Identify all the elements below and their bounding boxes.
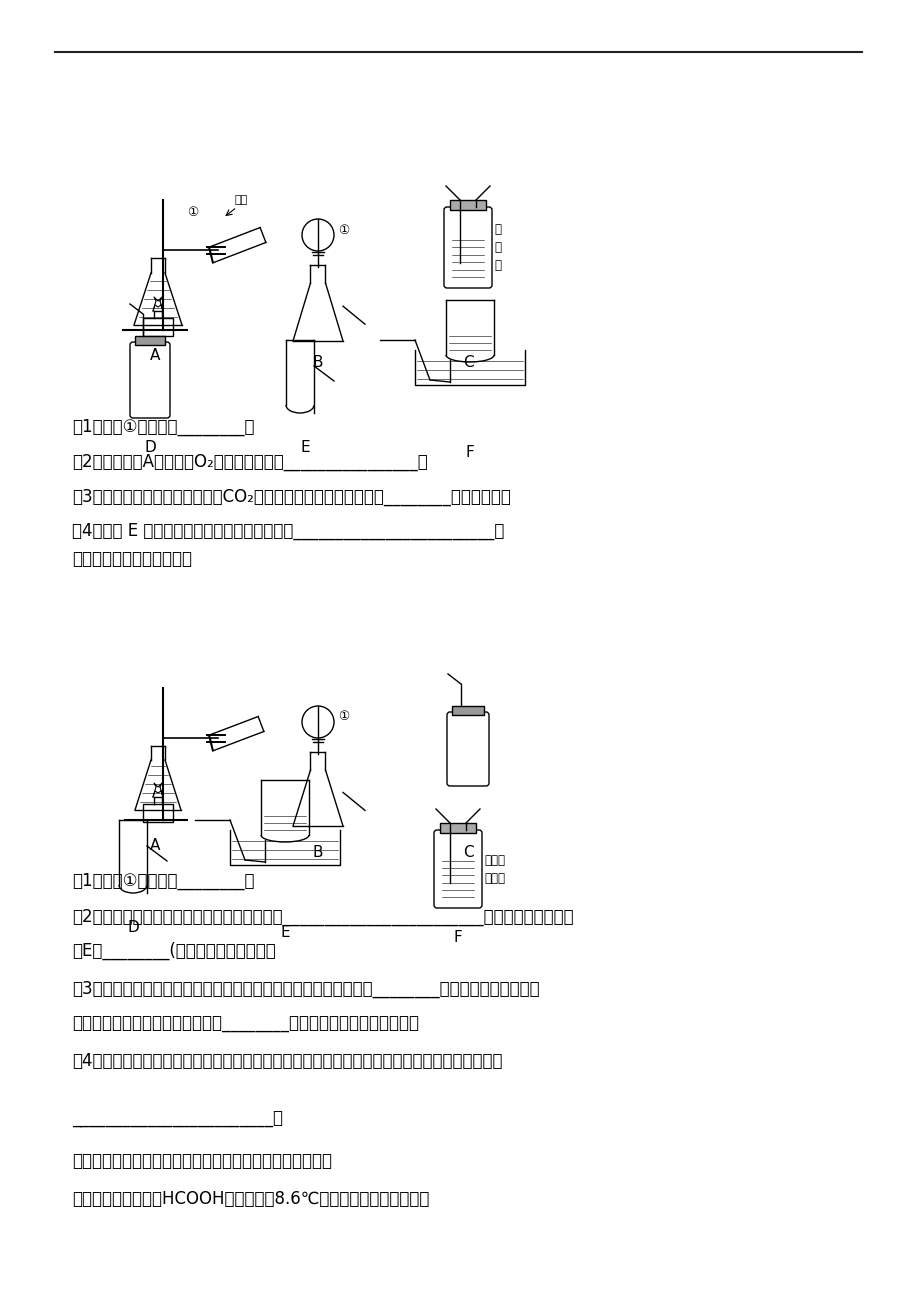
- Text: 棉花: 棉花: [234, 195, 248, 204]
- Text: （4）能用 E 装置收集的气体具有的物理性质是________________________。: （4）能用 E 装置收集的气体具有的物理性质是_________________…: [72, 522, 504, 540]
- Text: E: E: [300, 440, 310, 454]
- Text: C: C: [462, 845, 472, 861]
- Text: ________________________。: ________________________。: [72, 1111, 283, 1128]
- Text: （1）仪器①的名称是________。: （1）仪器①的名称是________。: [72, 418, 255, 436]
- Text: ①: ①: [337, 711, 349, 724]
- Text: （3）若要制取并收集一瓶干燥的CO₂，所选装置正确的连接顺序是________（填字母）。: （3）若要制取并收集一瓶干燥的CO₂，所选装置正确的连接顺序是________（…: [72, 488, 510, 506]
- Text: B: B: [312, 355, 323, 370]
- Text: 题六：根据下图回答问题。: 题六：根据下图回答问题。: [72, 549, 192, 568]
- Text: 氢氧化
钠溶液: 氢氧化 钠溶液: [483, 854, 505, 884]
- Text: ①: ①: [337, 224, 349, 237]
- Text: 浓
硫
酸: 浓 硫 酸: [494, 223, 501, 272]
- Text: ①: ①: [187, 206, 199, 219]
- Text: （2）实验室用A装置制取O₂的化学方程式是________________。: （2）实验室用A装置制取O₂的化学方程式是________________。: [72, 453, 427, 471]
- Text: A: A: [150, 348, 160, 363]
- Text: （1）仪器①的名称是________。: （1）仪器①的名称是________。: [72, 872, 255, 891]
- Bar: [449, 201, 485, 210]
- Bar: [135, 336, 165, 345]
- Text: A: A: [150, 838, 160, 853]
- Text: 【查阅资料】甲酸（HCOOH）的熔点为8.6℃，能分解生成两种物质。: 【查阅资料】甲酸（HCOOH）的熔点为8.6℃，能分解生成两种物质。: [72, 1190, 429, 1208]
- Text: （3）实验室用大理石和稀盐酸制取二氧化碳，所选用的发生装置是________。收集一瓶二氧化碳，: （3）实验室用大理石和稀盐酸制取二氧化碳，所选用的发生装置是________。收…: [72, 980, 539, 999]
- Text: 将燃着的木条放在瓶口，若观察到________，说明瓶中已充满二氧化碳。: 将燃着的木条放在瓶口，若观察到________，说明瓶中已充满二氧化碳。: [72, 1016, 418, 1032]
- Text: C: C: [462, 355, 472, 370]
- Bar: [142, 805, 173, 822]
- Text: F: F: [465, 445, 474, 460]
- Text: 是E或________(填字母序号，下同）。: 是E或________(填字母序号，下同）。: [72, 943, 276, 961]
- Text: D: D: [127, 921, 139, 935]
- Text: （2）实验室用氯酸钾制取氧气的化学方程式为________________________，所选用的收集装置: （2）实验室用氯酸钾制取氧气的化学方程式为___________________…: [72, 907, 573, 926]
- Text: F: F: [453, 930, 462, 945]
- Text: （4）某同学用较浓的盐酸制取氢气，若要制取并收集一瓶较纯净的氢气，则装置连接顺序序号为: （4）某同学用较浓的盐酸制取氢气，若要制取并收集一瓶较纯净的氢气，则装置连接顺序…: [72, 1052, 502, 1070]
- Text: B: B: [312, 845, 323, 861]
- Bar: [439, 823, 475, 833]
- Text: D: D: [144, 440, 155, 454]
- Text: E: E: [280, 924, 289, 940]
- Bar: [451, 706, 483, 715]
- Bar: [142, 318, 173, 336]
- Text: 题七：为了解甲酸的分解产物，实验小组进行了以下探究：: 题七：为了解甲酸的分解产物，实验小组进行了以下探究：: [72, 1152, 332, 1170]
